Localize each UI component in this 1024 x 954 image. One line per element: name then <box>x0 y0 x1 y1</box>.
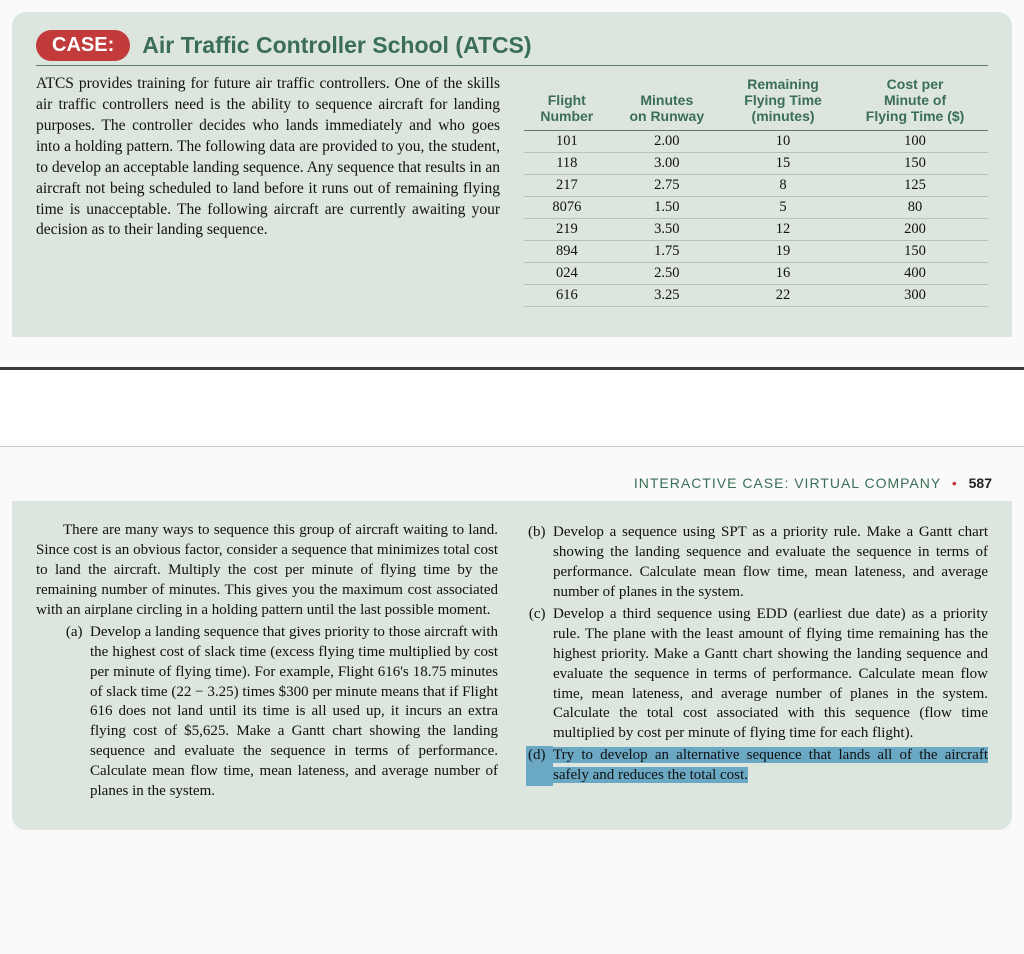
question-a: (a) Develop a landing sequence that give… <box>36 623 498 802</box>
cell: 1.50 <box>610 197 724 219</box>
cell: 219 <box>524 219 610 241</box>
body-c: Develop a third sequence using EDD (earl… <box>553 605 988 745</box>
body-b: Develop a sequence using SPT as a priori… <box>553 523 988 603</box>
page-number: 587 <box>969 475 992 491</box>
hdr: Cost per <box>887 76 944 92</box>
cell: 3.25 <box>610 285 724 307</box>
case-panel-top: CASE: Air Traffic Controller School (ATC… <box>12 12 1012 337</box>
intro-paragraph: ATCS provides training for future air tr… <box>36 74 500 307</box>
case-pill: CASE: <box>36 30 130 61</box>
hdr: Flight <box>548 92 586 108</box>
cell: 101 <box>524 131 610 153</box>
cell: 3.50 <box>610 219 724 241</box>
table-row: 6163.2522300 <box>524 285 988 307</box>
cell: 100 <box>842 131 988 153</box>
page-break <box>0 367 1024 447</box>
table-header-row: Flight Number Minutes on Runway Remainin… <box>524 74 988 131</box>
col-remaining-time: Remaining Flying Time (minutes) <box>724 74 842 131</box>
cell: 16 <box>724 263 842 285</box>
cell: 150 <box>842 153 988 175</box>
label-b: (b) <box>526 523 553 603</box>
cell: 8 <box>724 175 842 197</box>
cell: 300 <box>842 285 988 307</box>
highlighted-text: Try to develop an alternative sequence t… <box>553 747 988 783</box>
label-c: (c) <box>526 605 553 745</box>
hdr: Minute of <box>884 92 946 108</box>
cell: 200 <box>842 219 988 241</box>
cell: 80 <box>842 197 988 219</box>
hdr: Minutes <box>640 92 693 108</box>
left-column: There are many ways to sequence this gro… <box>36 521 498 802</box>
table-row: 2193.5012200 <box>524 219 988 241</box>
cell: 15 <box>724 153 842 175</box>
label-a: (a) <box>63 623 90 802</box>
table-row: 1183.0015150 <box>524 153 988 175</box>
hdr: (minutes) <box>752 108 815 124</box>
question-b: (b) Develop a sequence using SPT as a pr… <box>526 523 988 603</box>
table-row: 80761.50580 <box>524 197 988 219</box>
case-heading: Air Traffic Controller School (ATCS) <box>142 32 531 59</box>
cell: 217 <box>524 175 610 197</box>
cell: 19 <box>724 241 842 263</box>
cell: 12 <box>724 219 842 241</box>
cell: 5 <box>724 197 842 219</box>
question-d: (d) Try to develop an alternative sequen… <box>526 746 988 786</box>
hdr: Flying Time <box>744 92 822 108</box>
cell: 8076 <box>524 197 610 219</box>
case-title-row: CASE: Air Traffic Controller School (ATC… <box>36 30 988 66</box>
cell: 3.00 <box>610 153 724 175</box>
bottom-intro-para: There are many ways to sequence this gro… <box>36 521 498 621</box>
cell: 400 <box>842 263 988 285</box>
bullet-icon: • <box>952 475 958 491</box>
body-a: Develop a landing sequence that gives pr… <box>90 623 498 802</box>
flight-table-wrapper: Flight Number Minutes on Runway Remainin… <box>524 74 988 307</box>
col-minutes-runway: Minutes on Runway <box>610 74 724 131</box>
cell: 2.75 <box>610 175 724 197</box>
right-column: (b) Develop a sequence using SPT as a pr… <box>526 521 988 802</box>
cell: 894 <box>524 241 610 263</box>
cell: 616 <box>524 285 610 307</box>
cell: 2.50 <box>610 263 724 285</box>
table-row: 0242.5016400 <box>524 263 988 285</box>
flight-table: Flight Number Minutes on Runway Remainin… <box>524 74 988 307</box>
cell: 150 <box>842 241 988 263</box>
col-flight-number: Flight Number <box>524 74 610 131</box>
cell: 2.00 <box>610 131 724 153</box>
hdr: Remaining <box>747 76 819 92</box>
body-d: Try to develop an alternative sequence t… <box>553 746 988 786</box>
col-cost-per-minute: Cost per Minute of Flying Time ($) <box>842 74 988 131</box>
table-row: 1012.0010100 <box>524 131 988 153</box>
hdr: on Runway <box>629 108 704 124</box>
cell: 1.75 <box>610 241 724 263</box>
hdr: Number <box>540 108 593 124</box>
cell: 22 <box>724 285 842 307</box>
case-panel-bottom: There are many ways to sequence this gro… <box>12 501 1012 830</box>
top-columns: ATCS provides training for future air tr… <box>36 74 988 307</box>
cell: 10 <box>724 131 842 153</box>
table-row: 8941.7519150 <box>524 241 988 263</box>
table-row: 2172.758125 <box>524 175 988 197</box>
cell: 118 <box>524 153 610 175</box>
bottom-columns: There are many ways to sequence this gro… <box>36 521 988 802</box>
label-d: (d) <box>526 746 553 786</box>
header-text: INTERACTIVE CASE: VIRTUAL COMPANY <box>634 475 941 491</box>
hdr: Flying Time ($) <box>866 108 965 124</box>
cell: 024 <box>524 263 610 285</box>
running-header: INTERACTIVE CASE: VIRTUAL COMPANY • 587 <box>0 447 1024 501</box>
cell: 125 <box>842 175 988 197</box>
flight-table-body: 1012.00101001183.00151502172.75812580761… <box>524 131 988 307</box>
question-c: (c) Develop a third sequence using EDD (… <box>526 605 988 745</box>
